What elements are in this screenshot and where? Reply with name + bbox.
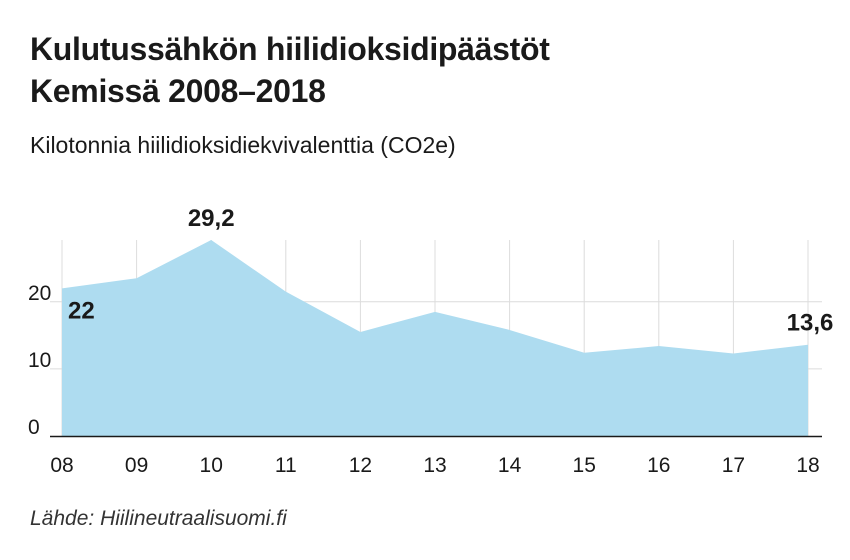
x-tick-label: 09 <box>125 454 148 477</box>
chart-title-line-2: Kemissä 2008–2018 <box>30 73 326 109</box>
x-tick-label: 15 <box>573 454 596 477</box>
x-tick-label: 13 <box>423 454 446 477</box>
data-label: 22 <box>68 297 95 324</box>
chart-title-line-1: Kulutussähkön hiilidioksidipäästöt <box>30 31 550 67</box>
x-tick-label: 14 <box>498 454 522 477</box>
y-tick-label: 20 <box>28 282 51 305</box>
chart-subtitle: Kilotonnia hiilidioksidiekvivalenttia (C… <box>30 132 456 158</box>
data-label: 29,2 <box>188 205 235 232</box>
data-label: 13,6 <box>787 310 834 337</box>
x-tick-label: 17 <box>722 454 745 477</box>
chart-title: Kulutussähkön hiilidioksidipäästöt Kemis… <box>30 28 550 112</box>
source-note: Lähde: Hiilineutraalisuomi.fi <box>30 507 287 530</box>
x-tick-label: 18 <box>796 454 819 477</box>
y-tick-label: 10 <box>28 349 51 372</box>
x-tick-label: 16 <box>647 454 670 477</box>
x-tick-label: 11 <box>275 454 297 477</box>
y-tick-label: 0 <box>28 416 40 439</box>
x-tick-label: 08 <box>50 454 73 477</box>
x-tick-label: 10 <box>200 454 223 477</box>
x-tick-label: 12 <box>349 454 372 477</box>
area-series <box>62 240 808 436</box>
